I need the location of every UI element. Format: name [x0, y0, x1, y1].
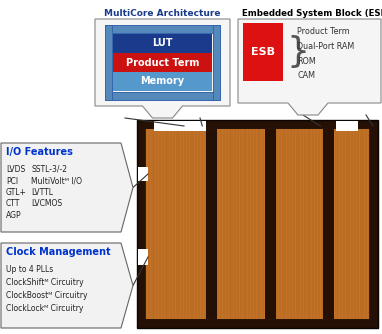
Text: MultiVoltᴹ I/O: MultiVoltᴹ I/O: [31, 176, 82, 185]
Bar: [138, 249, 148, 265]
Bar: [337, 121, 358, 131]
Text: PCI: PCI: [6, 176, 18, 185]
Text: CTT: CTT: [6, 199, 20, 208]
Bar: [113, 34, 212, 53]
Bar: [105, 25, 220, 33]
Text: LVCMOS: LVCMOS: [31, 199, 62, 208]
Text: LVDS: LVDS: [6, 165, 25, 174]
Bar: [146, 129, 369, 319]
Text: LVTTL: LVTTL: [31, 188, 53, 197]
Text: ClockLockᴹ Circuitry: ClockLockᴹ Circuitry: [6, 304, 83, 313]
Polygon shape: [1, 243, 133, 328]
Text: ClockShiftᴹ Circuitry: ClockShiftᴹ Circuitry: [6, 278, 84, 287]
Text: SSTL-3/-2: SSTL-3/-2: [31, 165, 67, 174]
Bar: [137, 120, 378, 328]
Text: LUT: LUT: [152, 38, 173, 48]
Text: CAM: CAM: [297, 71, 315, 80]
Text: AGP: AGP: [6, 211, 22, 220]
Bar: [113, 53, 212, 72]
Text: ROM: ROM: [297, 56, 316, 65]
Bar: [138, 167, 148, 181]
Bar: [154, 121, 206, 131]
Polygon shape: [238, 19, 381, 115]
Text: Memory: Memory: [141, 76, 185, 87]
Polygon shape: [95, 19, 230, 118]
Polygon shape: [1, 143, 133, 232]
Text: Clock Management: Clock Management: [6, 247, 111, 257]
Bar: [105, 92, 220, 100]
Bar: [213, 25, 220, 100]
Text: I/O Features: I/O Features: [6, 147, 73, 157]
Text: Dual-Port RAM: Dual-Port RAM: [297, 42, 354, 51]
Text: Product Term: Product Term: [126, 57, 199, 67]
Text: ClockBoostᴹ Circuitry: ClockBoostᴹ Circuitry: [6, 291, 87, 300]
Text: }: }: [286, 35, 309, 69]
Text: Up to 4 PLLs: Up to 4 PLLs: [6, 265, 53, 274]
Text: ESB: ESB: [251, 47, 275, 57]
Bar: [323, 129, 334, 319]
Text: Product Term: Product Term: [297, 27, 350, 36]
Bar: [105, 25, 112, 100]
Bar: [243, 23, 283, 81]
Text: Embedded System Block (ESB): Embedded System Block (ESB): [242, 9, 382, 18]
Bar: [113, 72, 212, 91]
Text: MultiCore Architecture: MultiCore Architecture: [104, 9, 221, 18]
Bar: [265, 129, 277, 319]
Text: GTL+: GTL+: [6, 188, 27, 197]
Bar: [206, 129, 217, 319]
